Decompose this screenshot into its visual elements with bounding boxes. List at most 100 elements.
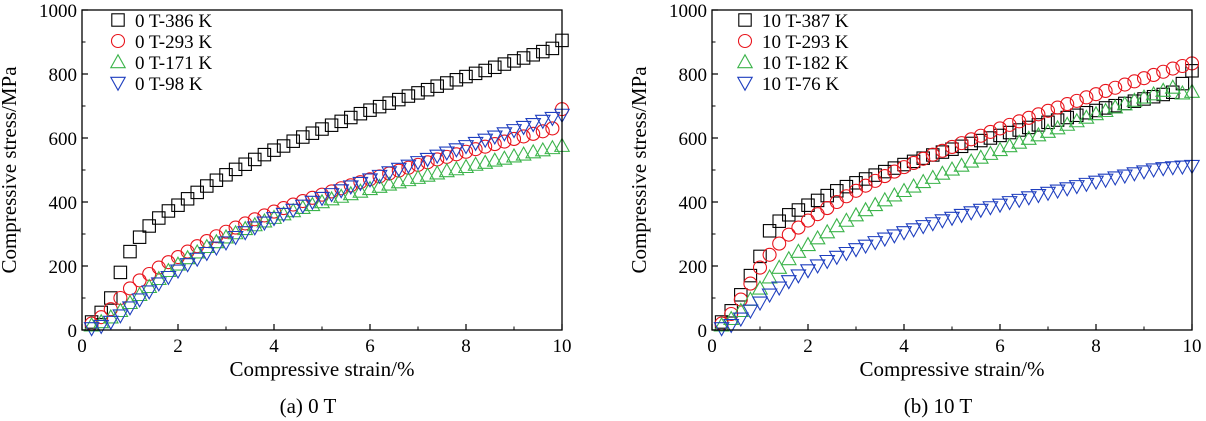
series-2-a xyxy=(84,102,570,331)
data-point xyxy=(104,291,118,305)
data-point xyxy=(752,260,768,275)
x-tick-label: 10 xyxy=(1183,336,1202,357)
data-point xyxy=(534,141,551,157)
data-point xyxy=(478,63,492,78)
y-tick-label: 1000 xyxy=(669,1,707,22)
data-point xyxy=(791,220,806,235)
data-point xyxy=(847,243,865,258)
data-point xyxy=(925,147,940,162)
data-point xyxy=(780,250,797,266)
data-point xyxy=(1156,64,1171,79)
data-point xyxy=(189,243,206,259)
data-point xyxy=(468,142,483,157)
data-point xyxy=(1098,83,1113,99)
data-point xyxy=(1050,100,1065,115)
data-point xyxy=(169,264,187,280)
data-point xyxy=(381,176,398,191)
x-axis-label-b: Compressive strain/% xyxy=(860,357,1045,381)
data-point xyxy=(761,268,778,284)
data-point xyxy=(94,305,108,320)
data-point xyxy=(713,322,730,337)
data-point xyxy=(1079,90,1094,105)
data-point xyxy=(762,224,777,238)
data-point xyxy=(296,130,310,144)
legend-label: 0 T-171 K xyxy=(135,53,212,74)
data-point xyxy=(1174,160,1191,176)
data-point xyxy=(887,161,902,175)
data-point xyxy=(751,296,769,312)
data-point xyxy=(344,110,358,125)
data-point xyxy=(1039,186,1057,202)
data-point xyxy=(732,312,749,328)
data-point xyxy=(801,198,815,212)
data-point xyxy=(983,131,998,145)
data-point xyxy=(189,252,206,268)
data-point xyxy=(1069,93,1084,108)
data-point xyxy=(732,302,749,318)
data-point xyxy=(983,124,998,139)
data-point xyxy=(371,178,388,193)
data-point xyxy=(1070,108,1084,123)
data-point xyxy=(545,41,560,56)
data-point xyxy=(819,254,836,270)
y-tick-label: 1000 xyxy=(39,1,77,22)
data-point xyxy=(1127,94,1142,108)
data-point xyxy=(342,180,359,195)
data-point xyxy=(248,152,262,167)
y-tick-label: 600 xyxy=(679,129,708,150)
data-point xyxy=(419,152,436,168)
data-point xyxy=(497,134,512,149)
data-point xyxy=(1088,87,1104,102)
data-point xyxy=(457,158,475,174)
legend-label: 10 T-182 K xyxy=(762,53,849,74)
data-point xyxy=(438,146,455,162)
data-point xyxy=(1126,167,1143,182)
data-point xyxy=(1031,118,1046,132)
data-point xyxy=(237,226,254,241)
data-point xyxy=(315,122,329,136)
tick-labels-a: 0 2 4 6 8 10 0 200 400 600 800 1000 xyxy=(39,1,572,357)
data-point xyxy=(342,185,359,201)
data-point xyxy=(1068,180,1085,195)
x-tick-label: 10 xyxy=(553,336,572,357)
data-point xyxy=(505,147,523,163)
data-point xyxy=(160,270,177,286)
data-point xyxy=(228,162,243,177)
data-point xyxy=(1117,77,1132,92)
data-point xyxy=(324,118,339,132)
data-point xyxy=(506,131,522,147)
legend-marker xyxy=(110,33,126,49)
series-3-b xyxy=(713,79,1201,332)
data-point xyxy=(536,44,550,59)
data-point xyxy=(1146,67,1161,83)
data-point xyxy=(267,143,281,157)
data-point xyxy=(742,304,759,320)
axis-ticks-b xyxy=(711,9,1193,331)
data-point xyxy=(1030,189,1047,204)
data-point xyxy=(972,203,989,219)
data-point xyxy=(982,201,999,216)
data-point xyxy=(991,198,1009,214)
data-point xyxy=(333,184,350,199)
data-point xyxy=(478,139,493,154)
data-point xyxy=(381,166,398,181)
data-point xyxy=(839,189,854,204)
legend-label: 0 T-98 K xyxy=(135,74,203,95)
x-axis-label-a: Compressive strain/% xyxy=(230,357,415,381)
data-point xyxy=(1097,173,1114,189)
data-point xyxy=(209,173,224,187)
data-point xyxy=(409,169,427,184)
y-tick-label: 800 xyxy=(49,65,78,86)
data-point xyxy=(895,226,913,241)
data-point xyxy=(534,114,551,130)
data-point xyxy=(429,164,446,180)
legend-label: 0 T-386 K xyxy=(135,11,212,32)
data-point xyxy=(799,264,817,279)
data-point xyxy=(915,220,932,235)
data-point xyxy=(1060,97,1075,112)
data-point xyxy=(1165,61,1180,76)
data-point xyxy=(179,258,196,273)
data-point xyxy=(152,211,166,225)
data-point xyxy=(810,193,825,208)
data-point xyxy=(1020,191,1037,206)
